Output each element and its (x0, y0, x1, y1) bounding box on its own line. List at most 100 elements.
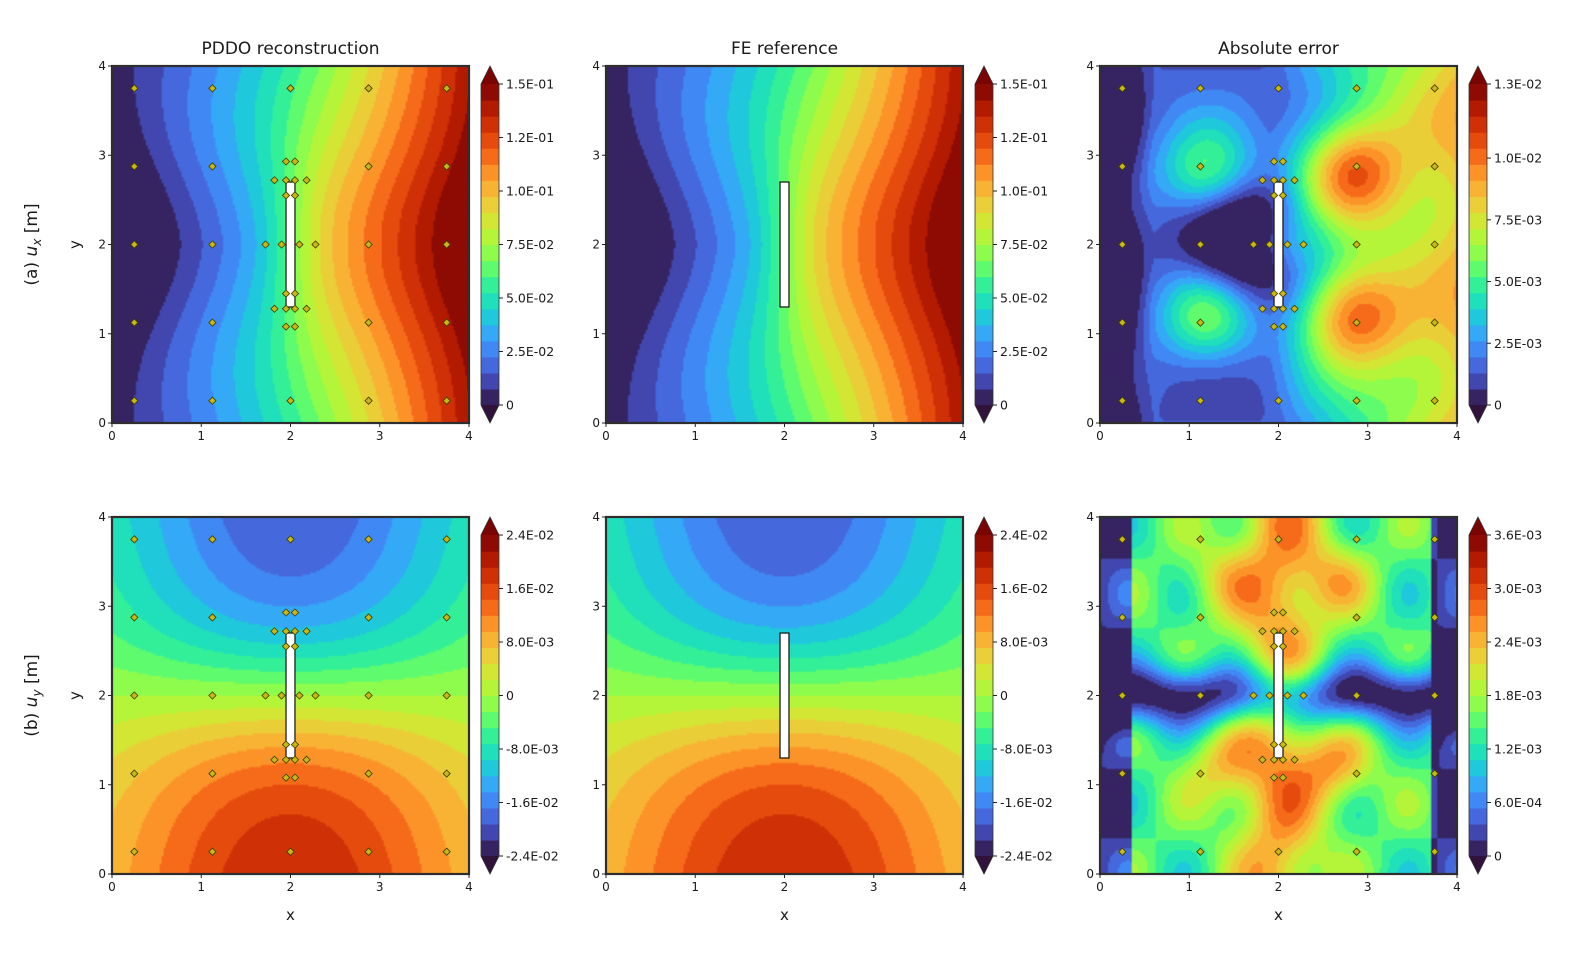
sensor-marker (1278, 157, 1288, 166)
colorbar-level (1469, 372, 1487, 390)
sensor-marker (286, 396, 295, 405)
colorbar-tick-label: 7.5E-02 (1000, 237, 1048, 252)
x-tick-label: 2 (287, 880, 295, 894)
sensor-marker (1269, 322, 1279, 331)
sensor-marker (1274, 847, 1283, 856)
sensor-marker (442, 769, 451, 778)
x-tick-label: 1 (691, 880, 699, 894)
sensor-marker (442, 162, 451, 171)
sensor-marker (442, 847, 451, 856)
column-title: Absolute error (1218, 39, 1339, 59)
colorbar-level (481, 388, 499, 406)
colorbar-level (1469, 100, 1487, 117)
x-tick-label: 0 (108, 880, 116, 894)
colorbar-level (1469, 164, 1487, 181)
colorbar-extend-max (1469, 66, 1487, 84)
sensor-marker (1269, 608, 1279, 617)
sensor-marker (1118, 535, 1127, 544)
colorbar-level (481, 727, 499, 745)
colorbar-level (481, 535, 499, 552)
colorbar-level (1469, 615, 1487, 632)
sensor-marker (130, 240, 139, 249)
x-tick-label: 0 (108, 429, 116, 443)
sensor-marker (290, 322, 300, 331)
colorbar-level (1469, 244, 1487, 262)
colorbar-level (975, 324, 993, 342)
colorbar-tick-label: 1.0E-02 (1494, 151, 1542, 166)
colorbar-level (481, 567, 499, 584)
colorbar-tick-label: 6.0E-04 (1494, 795, 1542, 810)
colorbar-extend-max (481, 66, 499, 84)
sensor-marker (290, 627, 300, 636)
colorbar-level (975, 775, 993, 793)
colorbar-level (481, 791, 499, 809)
sensor-marker (1278, 740, 1288, 749)
colorbar-level (975, 823, 993, 841)
sensor-marker (270, 176, 279, 185)
colorbar-extend-min (975, 405, 993, 423)
colorbar-level (975, 807, 993, 825)
colorbar-tick-label: 2.4E-03 (1494, 635, 1542, 650)
sensor-marker (1249, 691, 1258, 700)
column-title: PDDO reconstruction (201, 39, 379, 59)
sensor-marker (311, 691, 320, 700)
sensor-marker (1265, 240, 1274, 249)
colorbar-level (1469, 228, 1487, 246)
colorbar-level (975, 388, 993, 406)
colorbar-tick-label: 2.4E-02 (506, 528, 554, 543)
colorbar-level (481, 100, 499, 117)
colorbar-level (481, 759, 499, 777)
sensor-marker (1352, 691, 1361, 700)
sensor-marker (286, 84, 295, 93)
sensor-marker (1118, 240, 1127, 249)
colorbar-tick-label: 5.0E-03 (1494, 274, 1542, 289)
colorbar-level (481, 823, 499, 841)
x-axis-label: x (1274, 906, 1283, 924)
colorbar-level (975, 308, 993, 326)
y-tick-label: 4 (98, 510, 106, 524)
y-tick-label: 1 (98, 778, 106, 792)
colorbar-level (1469, 84, 1487, 101)
colorbar-level (1469, 839, 1487, 857)
colorbar-tick-label: 0 (1494, 849, 1502, 864)
colorbar-level (975, 599, 993, 616)
colorbar-extend-min (1469, 405, 1487, 423)
colorbar: 0 6.0E-04 1.2E-03 1.8E-03 2.4E-03 3.0E-03 3.6E… (1468, 516, 1542, 875)
sensor-marker (442, 84, 451, 93)
sensor-marker (130, 691, 139, 700)
sensor-marker (261, 240, 270, 249)
sensor-marker (281, 773, 291, 782)
colorbar-level (975, 276, 993, 294)
sensor-marker (1274, 535, 1283, 544)
colorbar-level (481, 631, 499, 648)
sensor-marker (1283, 691, 1292, 700)
colorbar-level (481, 116, 499, 133)
colorbar-extend-max (481, 517, 499, 535)
sensor-marker (1430, 535, 1439, 544)
colorbar-level (975, 164, 993, 181)
x-tick-label: 4 (1453, 880, 1461, 894)
colorbar-level (1469, 807, 1487, 825)
y-axis-label: y (66, 240, 84, 249)
sensor-marker (208, 691, 217, 700)
sensor-marker (1290, 627, 1299, 636)
row-label: (a) ux [m] (22, 203, 44, 285)
y-tick-label: 2 (98, 238, 106, 252)
colorbar-level (1469, 695, 1487, 713)
colorbar-tick-label: 7.5E-02 (506, 237, 554, 252)
colorbar: 0 2.5E-02 5.0E-02 7.5E-02 1.0E-01 1.2E-01 1.5E… (974, 65, 1048, 424)
sensor-marker (1118, 691, 1127, 700)
colorbar-tick-label: -2.4E-02 (1000, 849, 1053, 864)
sensor-marker (1118, 396, 1127, 405)
sensor-marker (208, 535, 217, 544)
colorbar-level (975, 148, 993, 165)
colorbar-tick-label: 1.2E-01 (506, 130, 554, 145)
colorbar-tick-label: -2.4E-02 (506, 849, 559, 864)
sensor-marker (290, 289, 300, 298)
sensor-marker (208, 318, 217, 327)
sensor-marker (290, 740, 300, 749)
sensor-marker (1430, 769, 1439, 778)
sensor-marker (1196, 613, 1205, 622)
colorbar-extend-max (975, 66, 993, 84)
colorbar-tick-label: 2.5E-02 (506, 344, 554, 359)
